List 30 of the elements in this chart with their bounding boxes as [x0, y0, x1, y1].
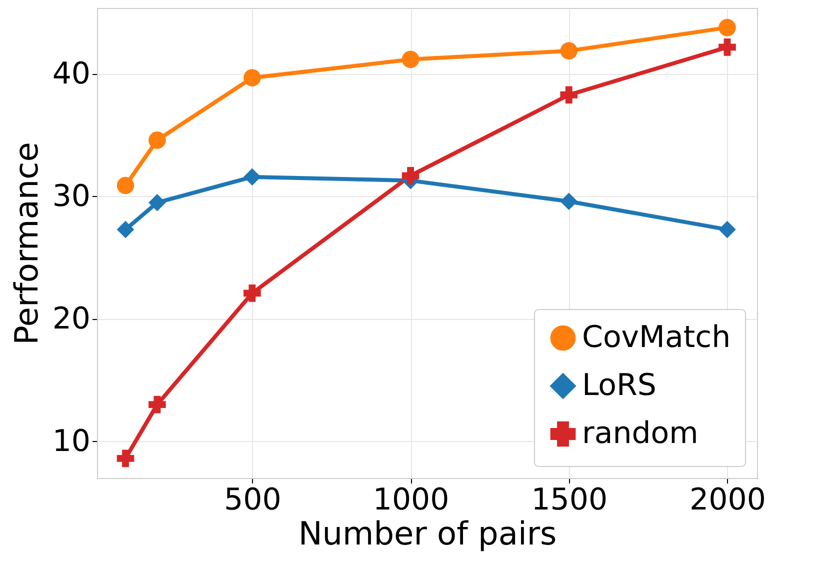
- point: [402, 50, 420, 68]
- point: [244, 69, 261, 86]
- point: [560, 192, 578, 210]
- point: [116, 450, 134, 468]
- point: [148, 396, 166, 414]
- point: [116, 220, 134, 238]
- point: [402, 167, 420, 184]
- x-tick-label: 500: [224, 482, 282, 518]
- point: [718, 220, 736, 238]
- y-tick-label: 30: [52, 178, 90, 214]
- point: [148, 194, 166, 212]
- point: [244, 284, 261, 302]
- point: [148, 132, 166, 149]
- y-tick-label: 20: [52, 301, 90, 336]
- x-tick-label: 1500: [531, 482, 608, 518]
- x-tick-label: 1000: [372, 482, 450, 518]
- point: [718, 38, 736, 56]
- legend-label: CovMatch: [582, 320, 731, 355]
- x-axis-title: Number of pairs: [298, 514, 557, 552]
- y-axis-title: Performance: [7, 142, 46, 345]
- y-tick-label: 40: [52, 56, 90, 92]
- point: [116, 176, 134, 194]
- point: [718, 18, 736, 36]
- point: [560, 86, 578, 104]
- point: [244, 168, 261, 186]
- legend-label: random: [582, 416, 698, 451]
- legend-label: LoRS: [582, 368, 656, 403]
- x-tick-label: 2000: [690, 482, 766, 518]
- point: [560, 42, 578, 60]
- y-tick-label: 10: [52, 424, 90, 459]
